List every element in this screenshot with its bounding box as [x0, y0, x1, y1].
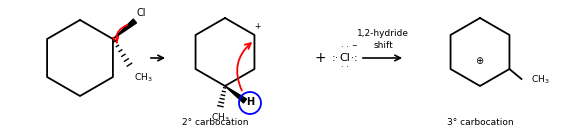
Text: $^+$: $^+$ [253, 22, 262, 32]
Text: H: H [246, 97, 254, 107]
Text: Cl: Cl [340, 53, 350, 63]
Text: $\oplus$: $\oplus$ [475, 54, 484, 66]
Text: · ·: · · [341, 43, 349, 53]
Text: +: + [314, 51, 326, 65]
Text: $^{-}$: $^{-}$ [351, 43, 358, 53]
Text: :: : [332, 53, 336, 63]
Text: CH$_3$: CH$_3$ [211, 112, 229, 124]
Text: :: : [354, 53, 358, 63]
Text: ·: · [335, 53, 339, 63]
Polygon shape [113, 19, 137, 39]
Polygon shape [225, 86, 247, 103]
Text: 3° carbocation: 3° carbocation [446, 118, 513, 127]
Text: 2° carbocation: 2° carbocation [182, 118, 248, 127]
Text: shift: shift [373, 41, 393, 50]
Text: CH$_3$: CH$_3$ [134, 71, 153, 83]
Text: · ·: · · [341, 64, 349, 72]
Text: CH$_3$: CH$_3$ [532, 74, 550, 86]
Text: ·: · [351, 53, 354, 63]
Text: Cl: Cl [137, 8, 146, 18]
Text: 1,2-hydride: 1,2-hydride [357, 29, 409, 38]
